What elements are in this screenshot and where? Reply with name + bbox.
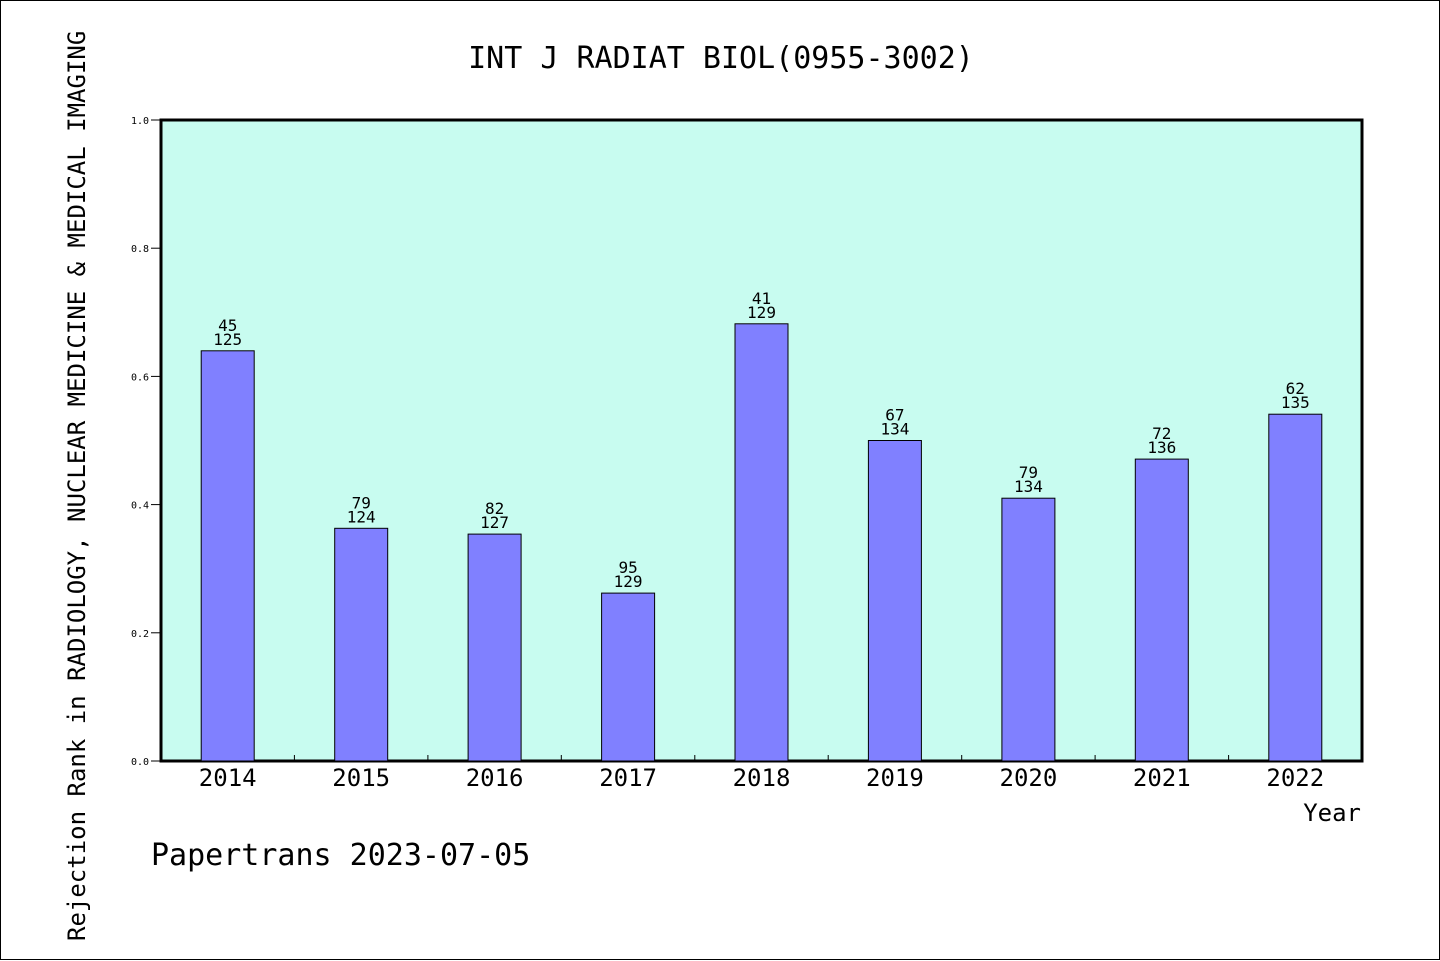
bar-rank-label-2016: 82 <box>485 499 504 518</box>
y-tick-label-0.4: 0.4 <box>131 501 149 512</box>
bar-2014 <box>200 350 255 762</box>
bar-rank-label-2018: 41 <box>752 289 771 308</box>
bar-total-label-2014: 125 <box>213 330 242 349</box>
bar-total-label-2017: 129 <box>614 572 643 591</box>
x-tick-label-2014: 2014 <box>199 764 257 792</box>
bar-rank-label-2020: 79 <box>1019 463 1038 482</box>
y-tick-label-0.2: 0.2 <box>131 629 149 640</box>
x-tick-label-2020: 2020 <box>1000 764 1058 792</box>
y-tick-label-0.0: 0.0 <box>131 757 149 768</box>
bar-total-label-2015: 124 <box>347 507 376 526</box>
y-tick-label-1.0: 1.0 <box>131 116 149 127</box>
bar-2017 <box>601 592 656 762</box>
x-tick-label-2022: 2022 <box>1266 764 1324 792</box>
bar-2018 <box>734 323 789 762</box>
bar-rank-label-2015: 79 <box>352 493 371 512</box>
y-axis-label: Rejection Rank in RADIOLOGY, NUCLEAR MED… <box>63 31 91 941</box>
chart-title: INT J RADIAT BIOL(0955-3002) <box>468 41 974 76</box>
y-tick-label-0.8: 0.8 <box>131 244 149 255</box>
bars-layer <box>200 323 1323 762</box>
bar-rank-label-2021: 72 <box>1152 424 1171 443</box>
bar-2019 <box>867 440 922 762</box>
bar-2020 <box>1001 497 1056 762</box>
x-axis-label: Year <box>1303 799 1361 827</box>
bar-total-label-2019: 134 <box>880 420 909 439</box>
x-tick-label-2016: 2016 <box>466 764 524 792</box>
bar-rank-label-2019: 67 <box>885 406 904 425</box>
bar-2015 <box>334 527 389 762</box>
x-tick-label-2018: 2018 <box>733 764 791 792</box>
bar-rank-label-2017: 95 <box>618 558 637 577</box>
footer-credit: Papertrans 2023-07-05 <box>151 838 530 873</box>
x-tick-label-2015: 2015 <box>332 764 390 792</box>
x-tick-label-2017: 2017 <box>599 764 657 792</box>
y-axis: 0.0 0.2 0.4 0.6 0.8 1.0 <box>131 116 161 768</box>
y-tick-label-0.6: 0.6 <box>131 372 149 383</box>
bar-rank-label-2014: 45 <box>218 316 237 335</box>
bar-total-label-2018: 129 <box>747 303 776 322</box>
bar-2021 <box>1134 458 1189 762</box>
bar-total-label-2021: 136 <box>1147 438 1176 457</box>
bar-total-label-2022: 135 <box>1281 393 1310 412</box>
x-tick-label-2021: 2021 <box>1133 764 1191 792</box>
bar-total-label-2020: 134 <box>1014 477 1043 496</box>
x-axis: 2014 2015 2016 2017 2018 2019 2020 2021 2022 <box>199 755 1324 792</box>
x-tick-label-2019: 2019 <box>866 764 924 792</box>
bar-total-label-2016: 127 <box>480 513 509 532</box>
bar-2016 <box>467 533 522 762</box>
bar-2022 <box>1268 413 1323 762</box>
bar-rank-label-2022: 62 <box>1286 379 1305 398</box>
